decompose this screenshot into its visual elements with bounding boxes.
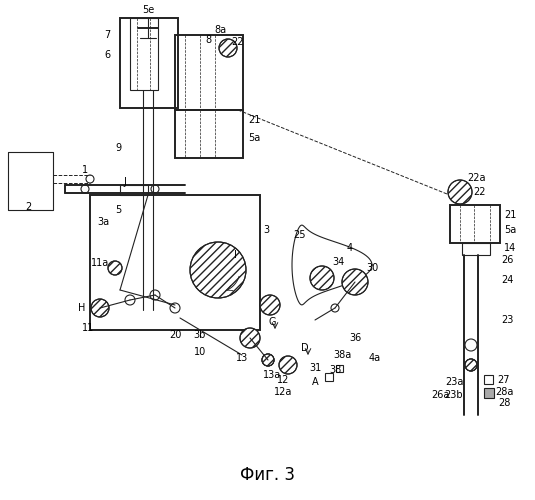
Bar (175, 35, 243, 110)
Text: 2: 2 (25, 202, 31, 212)
Text: 30: 30 (366, 263, 378, 273)
Text: 23: 23 (501, 315, 513, 325)
Bar (120, 185, 148, 195)
Text: 12a: 12a (274, 387, 292, 397)
Text: 22: 22 (232, 37, 244, 47)
Text: 6: 6 (104, 50, 110, 60)
Text: 26a: 26a (431, 390, 449, 400)
Circle shape (262, 354, 274, 366)
Text: 4a: 4a (369, 353, 381, 363)
Text: 36: 36 (349, 333, 361, 343)
Text: 22a: 22a (468, 173, 486, 183)
Text: 11a: 11a (91, 258, 109, 268)
Text: 5a: 5a (248, 133, 260, 143)
Text: 3b: 3b (194, 330, 206, 340)
Circle shape (91, 299, 109, 317)
Bar (484, 375, 493, 384)
Bar (175, 110, 243, 158)
Text: 10: 10 (194, 347, 206, 357)
Text: 23a: 23a (445, 377, 463, 387)
Text: 34: 34 (332, 257, 344, 267)
Text: 27: 27 (498, 375, 510, 385)
Bar (8, 152, 53, 210)
Text: 22: 22 (474, 187, 486, 197)
Text: 24: 24 (501, 275, 513, 285)
Circle shape (448, 180, 472, 204)
Text: 13a: 13a (263, 370, 281, 380)
Text: 12: 12 (277, 375, 289, 385)
Circle shape (240, 328, 260, 348)
Text: 21: 21 (504, 210, 516, 220)
Text: 38: 38 (329, 365, 341, 375)
Text: 5a: 5a (504, 225, 516, 235)
Text: 38a: 38a (333, 350, 351, 360)
Text: 8a: 8a (214, 25, 226, 35)
Bar (462, 243, 490, 255)
Bar (450, 205, 500, 243)
Circle shape (465, 359, 477, 371)
Text: 11: 11 (82, 323, 94, 333)
Text: G: G (268, 317, 276, 327)
Text: 9: 9 (115, 143, 121, 153)
Circle shape (310, 266, 334, 290)
Text: H: H (78, 303, 86, 313)
Text: 7: 7 (104, 30, 110, 40)
Text: D: D (301, 343, 309, 353)
Text: 23b: 23b (445, 390, 463, 400)
Bar (484, 388, 494, 398)
Text: 20: 20 (169, 330, 181, 340)
Bar (130, 18, 158, 90)
Bar (120, 18, 178, 108)
Text: 8: 8 (205, 35, 211, 45)
Text: J: J (124, 177, 126, 187)
Circle shape (219, 39, 237, 57)
Circle shape (108, 261, 122, 275)
Circle shape (190, 242, 246, 298)
Text: 5e: 5e (142, 5, 154, 15)
Text: 5: 5 (115, 205, 121, 215)
Text: 21: 21 (248, 115, 261, 125)
Text: 13: 13 (236, 353, 248, 363)
Text: 1: 1 (82, 165, 88, 175)
Text: 3: 3 (263, 225, 269, 235)
Text: 31: 31 (309, 363, 321, 373)
Text: 14: 14 (504, 243, 516, 253)
Text: 28a: 28a (495, 387, 513, 397)
Text: 3a: 3a (97, 217, 109, 227)
Circle shape (260, 295, 280, 315)
Bar (90, 195, 260, 330)
Text: 28: 28 (498, 398, 510, 408)
Bar (336, 365, 343, 372)
Text: I: I (234, 250, 236, 260)
Text: 4: 4 (347, 243, 353, 253)
Text: 25: 25 (294, 230, 306, 240)
Circle shape (279, 356, 297, 374)
Bar (325, 373, 333, 381)
Circle shape (342, 269, 368, 295)
Text: Фиг. 3: Фиг. 3 (240, 466, 294, 484)
Text: A: A (312, 377, 318, 387)
Text: 26: 26 (501, 255, 513, 265)
